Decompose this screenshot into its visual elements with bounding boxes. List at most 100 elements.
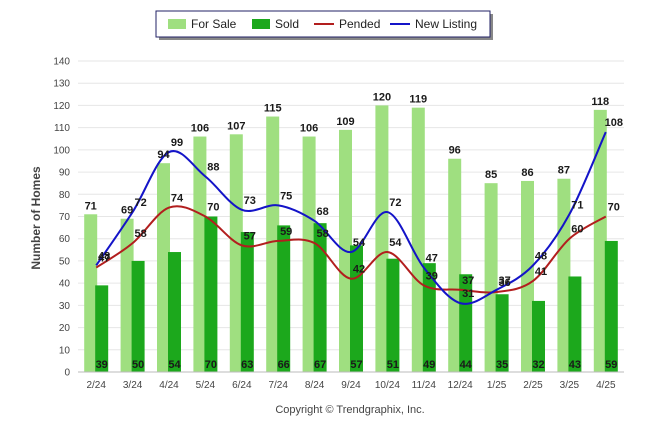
bar-sold xyxy=(240,232,254,372)
label-pended: 60 xyxy=(571,224,583,236)
bar-for-sale xyxy=(521,180,534,372)
label-new-listing: 88 xyxy=(207,162,219,174)
label-for-sale: 119 xyxy=(409,94,427,106)
bar-sold xyxy=(495,294,509,372)
x-tick-label: 6/24 xyxy=(232,380,252,391)
label-new-listing: 37 xyxy=(498,275,510,287)
label-for-sale: 115 xyxy=(264,103,282,115)
label-new-listing: 71 xyxy=(571,199,583,211)
bar-for-sale xyxy=(266,116,280,373)
label-new-listing: 48 xyxy=(98,250,110,262)
bar-sold xyxy=(277,225,291,372)
y-tick-label: 110 xyxy=(54,123,70,134)
label-for-sale: 106 xyxy=(300,123,318,135)
line-new-listing xyxy=(95,131,607,305)
legend-label-for-sale: For Sale xyxy=(191,17,237,31)
y-tick-label: 120 xyxy=(53,101,70,112)
bar-for-sale xyxy=(593,109,607,372)
label-pended: 58 xyxy=(316,228,328,240)
label-sold: 50 xyxy=(132,359,144,371)
x-tick-label: 3/25 xyxy=(560,380,580,391)
y-tick-label: 30 xyxy=(59,301,71,312)
label-sold: 57 xyxy=(350,359,362,371)
y-tick-label: 140 xyxy=(53,57,70,68)
label-sold: 67 xyxy=(314,359,326,371)
x-tick-label: 2/25 xyxy=(523,380,543,391)
label-new-listing: 75 xyxy=(280,190,292,202)
legend-label-pended: Pended xyxy=(339,17,380,31)
y-tick-label: 50 xyxy=(59,256,71,267)
line-pended xyxy=(95,205,607,294)
bar-sold xyxy=(386,258,400,372)
label-new-listing: 48 xyxy=(535,250,547,262)
label-pended: 41 xyxy=(535,266,547,278)
bar-sold xyxy=(313,223,327,372)
label-sold: 54 xyxy=(168,359,181,371)
legend-label-sold: Sold xyxy=(275,17,299,31)
x-tick-label: 2/24 xyxy=(86,380,106,391)
label-new-listing: 73 xyxy=(244,195,256,207)
label-for-sale: 109 xyxy=(336,116,354,128)
label-pended: 54 xyxy=(389,237,402,249)
x-tick-label: 5/24 xyxy=(196,380,216,391)
x-tick-label: 4/24 xyxy=(159,380,179,391)
legend-swatch-for-sale xyxy=(168,19,186,29)
bar-for-sale xyxy=(557,178,571,372)
label-pended: 37 xyxy=(462,275,474,287)
label-for-sale: 86 xyxy=(521,167,533,179)
label-sold: 49 xyxy=(423,359,435,371)
label-new-listing: 72 xyxy=(389,197,401,209)
y-tick-label: 130 xyxy=(53,79,70,90)
bar-sold xyxy=(568,276,582,372)
label-pended: 70 xyxy=(207,202,219,214)
label-sold: 32 xyxy=(532,359,544,371)
bar-sold xyxy=(422,263,436,372)
bar-for-sale xyxy=(84,214,98,372)
bar-for-sale xyxy=(120,218,134,372)
label-pended: 58 xyxy=(134,228,146,240)
bar-for-sale xyxy=(157,163,170,372)
y-tick-label: 10 xyxy=(59,345,71,356)
x-tick-label: 12/24 xyxy=(448,380,473,391)
bar-sold xyxy=(131,260,145,372)
label-sold: 43 xyxy=(569,359,581,371)
bar-sold xyxy=(350,245,363,372)
label-new-listing: 68 xyxy=(316,206,328,218)
label-new-listing: 99 xyxy=(171,137,183,149)
label-for-sale: 71 xyxy=(85,200,97,212)
label-pended: 39 xyxy=(426,270,438,282)
label-for-sale: 87 xyxy=(558,165,570,177)
y-tick-label: 40 xyxy=(59,279,71,290)
bar-sold xyxy=(532,300,545,372)
label-pended: 36 xyxy=(498,277,510,289)
label-for-sale: 118 xyxy=(591,96,609,108)
bar-sold xyxy=(168,252,181,372)
label-for-sale: 107 xyxy=(227,120,245,132)
x-tick-label: 1/25 xyxy=(487,380,507,391)
x-tick-label: 11/24 xyxy=(412,380,437,391)
label-sold: 59 xyxy=(605,359,617,371)
footer-copyright: Copyright © Trendgraphix, Inc. xyxy=(275,404,424,416)
label-new-listing: 108 xyxy=(605,117,623,129)
bar-for-sale xyxy=(229,134,243,372)
label-pended: 70 xyxy=(608,202,620,214)
y-tick-label: 90 xyxy=(59,168,71,179)
y-tick-label: 60 xyxy=(59,234,71,245)
bar-sold xyxy=(459,274,473,372)
label-new-listing: 54 xyxy=(353,237,366,249)
label-new-listing: 31 xyxy=(462,288,474,300)
label-pended: 57 xyxy=(244,230,256,242)
bar-for-sale xyxy=(302,136,316,372)
bar-for-sale xyxy=(193,136,207,372)
legend-label-new-listing: New Listing xyxy=(415,17,477,31)
x-tick-label: 10/24 xyxy=(375,380,400,391)
label-pended: 74 xyxy=(171,193,184,205)
y-tick-label: 80 xyxy=(59,190,71,201)
x-tick-label: 4/25 xyxy=(596,380,616,391)
legend-swatch-sold xyxy=(252,19,270,29)
x-tick-label: 8/24 xyxy=(305,380,325,391)
label-pended: 59 xyxy=(280,226,292,238)
label-sold: 44 xyxy=(460,359,473,371)
label-new-listing: 72 xyxy=(134,197,146,209)
